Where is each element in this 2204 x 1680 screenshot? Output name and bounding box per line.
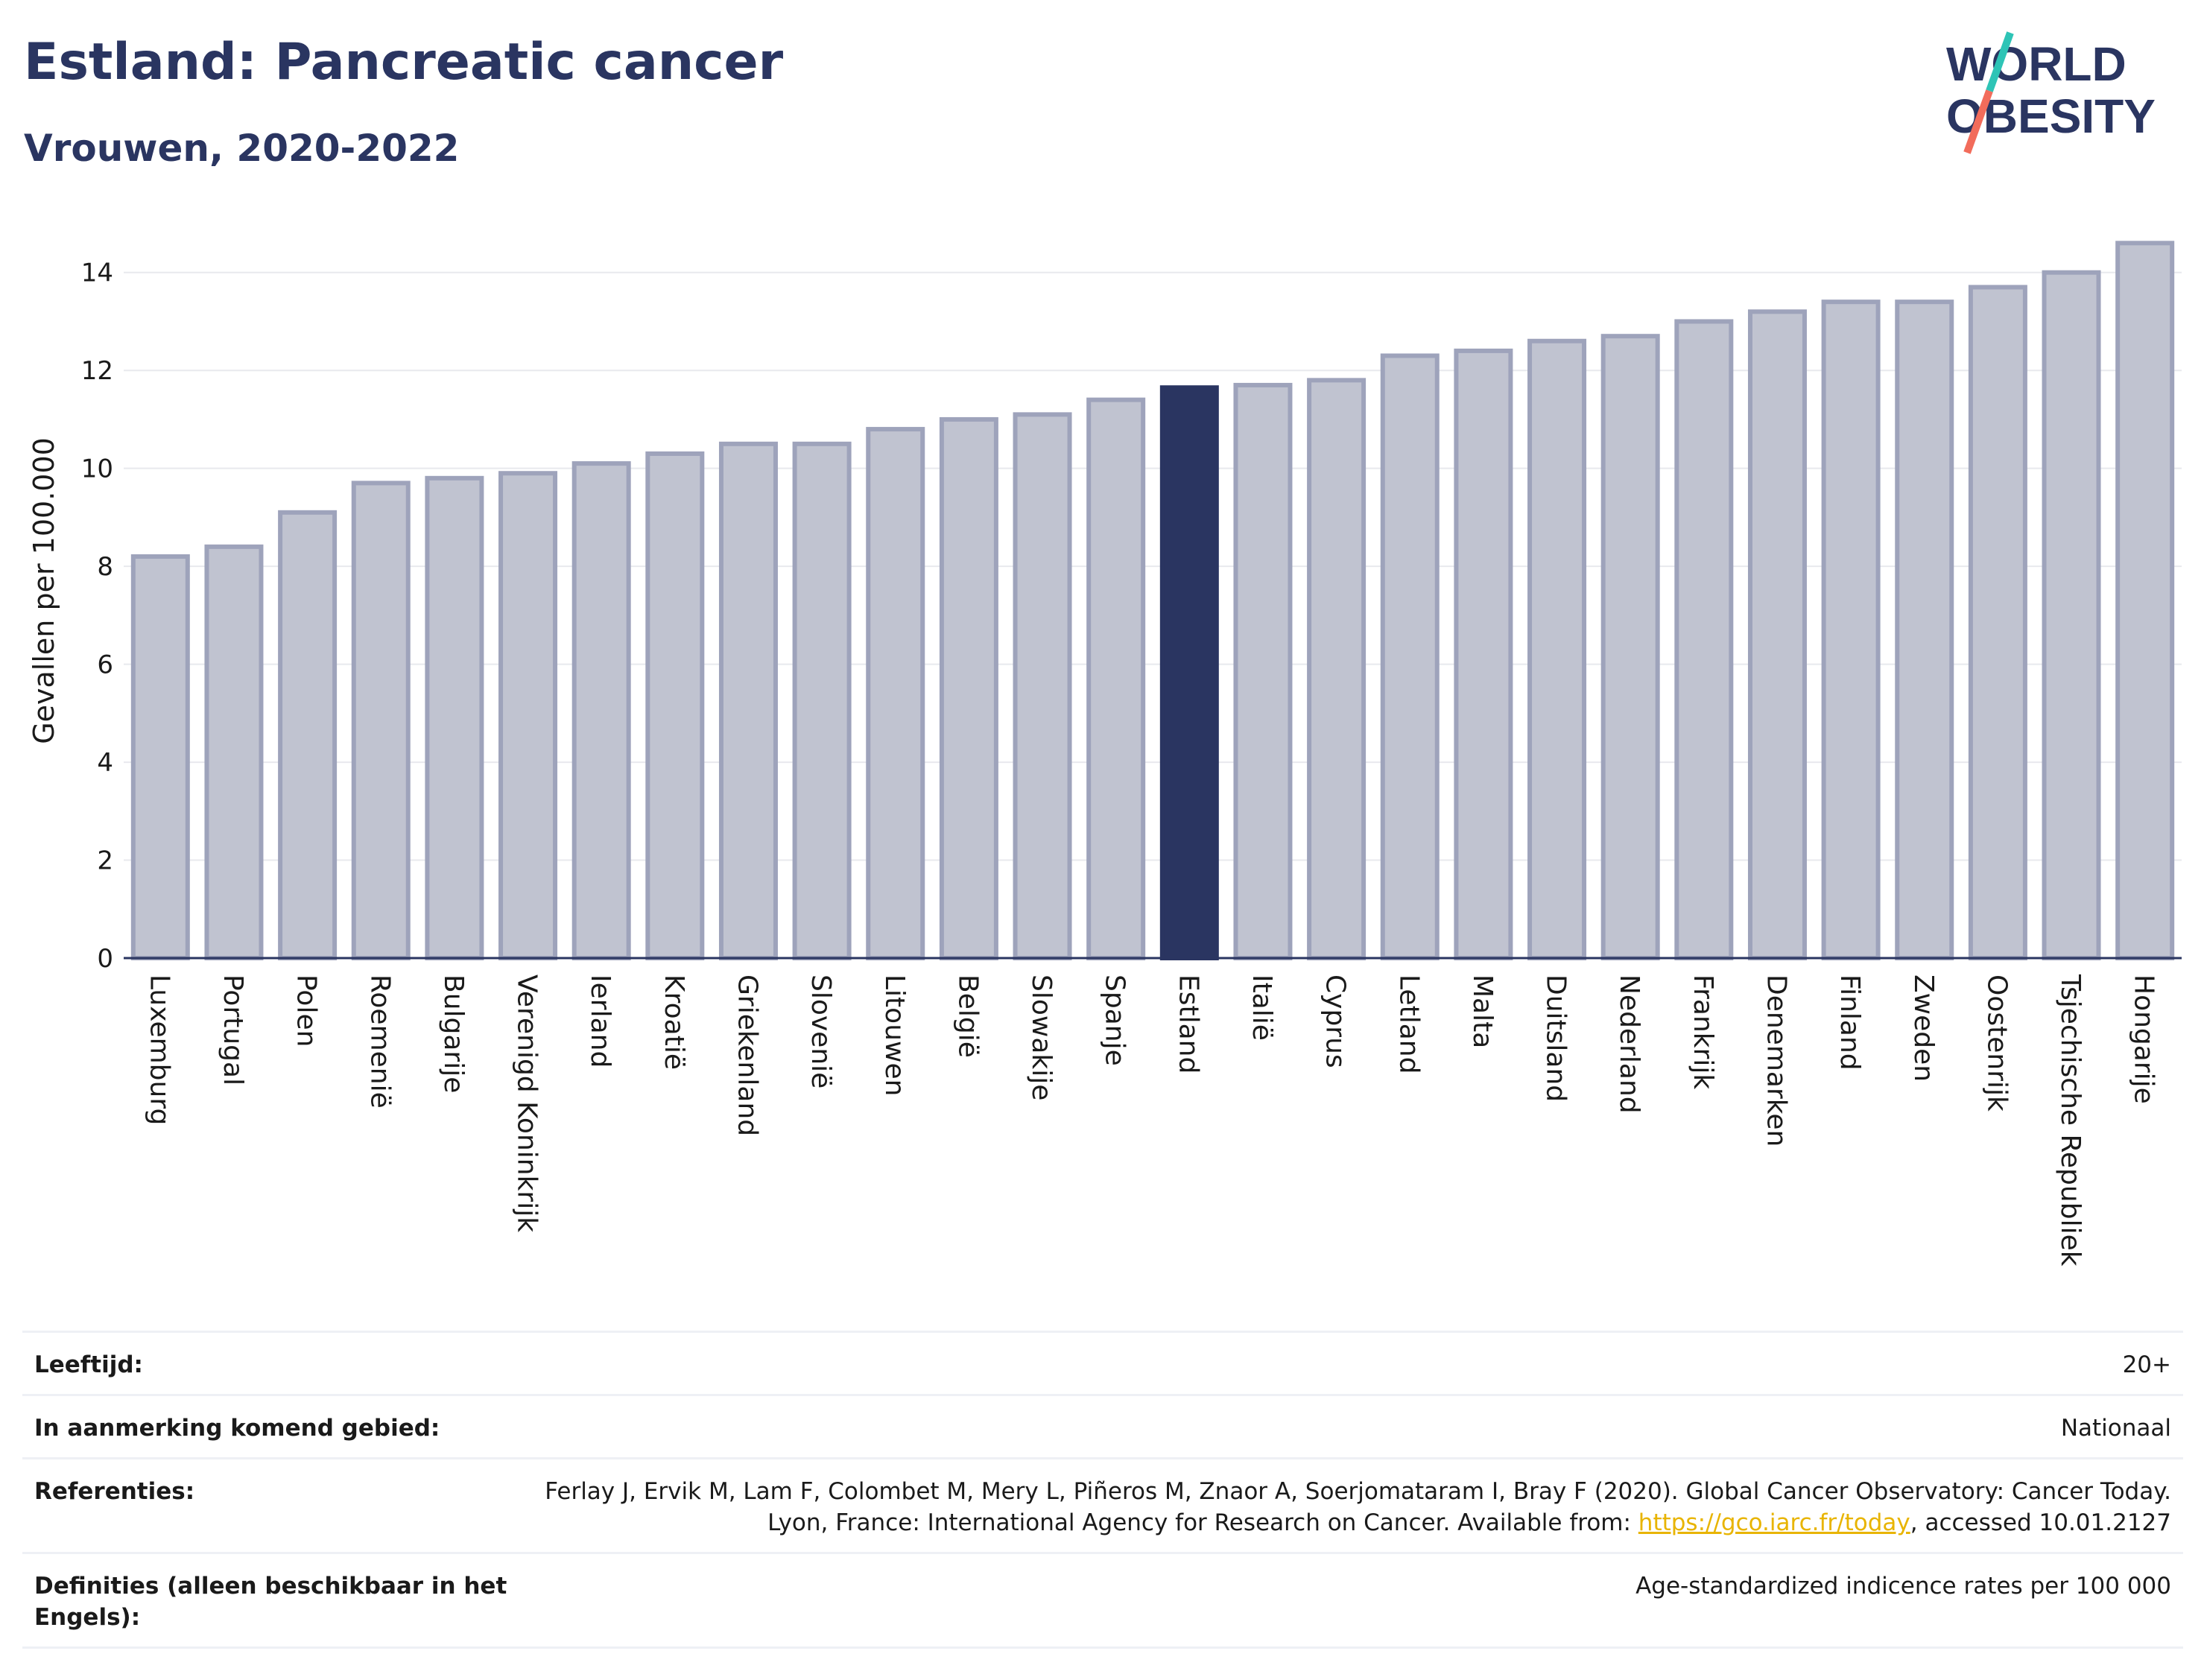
x-tick-label: Ierland xyxy=(585,974,615,1068)
x-tick-label: Duitsland xyxy=(1541,974,1571,1102)
info-value: 20+ xyxy=(2122,1351,2171,1378)
x-tick-label: Griekenland xyxy=(732,974,762,1136)
bar xyxy=(1895,299,1954,960)
chart-title: Estland: Pancreatic cancer xyxy=(24,33,784,92)
bar xyxy=(425,475,484,960)
bar xyxy=(1600,334,1660,961)
x-tick-label: Kroatië xyxy=(659,974,689,1070)
x-tick-label: Zweden xyxy=(1908,974,1939,1082)
x-tick-label: Tsjechische Republiek xyxy=(2055,974,2086,1267)
bar xyxy=(1159,385,1219,960)
bar xyxy=(1674,319,1734,960)
y-tick-label: 12 xyxy=(81,356,113,386)
x-tick-label: Luxemburg xyxy=(144,974,174,1125)
logo-line1: WORLD xyxy=(1946,37,2127,91)
x-tick-label: Oostenrijk xyxy=(1981,974,2012,1112)
bar xyxy=(130,554,190,960)
x-tick-label: Polen xyxy=(291,974,322,1047)
bar xyxy=(792,441,852,960)
x-tick-label: België xyxy=(952,974,983,1058)
x-tick-label: Malta xyxy=(1467,974,1498,1048)
bar xyxy=(571,461,631,960)
bar xyxy=(351,481,411,960)
info-label: Leeftijd: xyxy=(34,1351,143,1378)
bar xyxy=(1307,378,1367,960)
info-label: In aanmerking komend gebied: xyxy=(34,1415,440,1442)
info-label: Referenties: xyxy=(34,1478,195,1505)
info-label: Definities (alleen beschikbaar in het En… xyxy=(34,1573,507,1631)
bar xyxy=(278,510,338,960)
bar xyxy=(866,427,925,960)
logo-slash-coral xyxy=(1963,89,1993,154)
bar xyxy=(2042,270,2101,960)
x-tick-label: Denemarken xyxy=(1761,974,1791,1147)
x-tick-label: Hongarije xyxy=(2129,974,2159,1104)
x-tick-label: Bulgarije xyxy=(438,974,469,1093)
bar xyxy=(1013,412,1072,960)
bar xyxy=(1086,397,1146,960)
x-tick-label: Roemenië xyxy=(364,974,395,1109)
bar xyxy=(1454,348,1513,960)
bar xyxy=(1380,353,1440,961)
info-row-references: Referenties: Ferlay J, Ervik M, Lam F, C… xyxy=(22,1457,2183,1552)
info-row-definitions: Definities (alleen beschikbaar in het En… xyxy=(22,1552,2183,1649)
info-table: Leeftijd: 20+ In aanmerking komend gebie… xyxy=(22,1331,2183,1649)
bar xyxy=(1968,285,2027,961)
y-tick-label: 10 xyxy=(81,454,113,484)
bar xyxy=(2115,241,2175,960)
y-tick-label: 4 xyxy=(97,748,113,778)
info-value: Ferlay J, Ervik M, Lam F, Colombet M, Me… xyxy=(532,1476,2171,1538)
x-tick-label: Slowakije xyxy=(1026,974,1057,1100)
x-tick-label: Slovenië xyxy=(805,974,836,1088)
x-tick-label: Portugal xyxy=(218,974,248,1085)
x-tick-label: Frankrijk xyxy=(1688,974,1718,1089)
bar xyxy=(1527,338,1587,960)
bar xyxy=(1233,382,1293,960)
x-tick-label: Cyprus xyxy=(1320,974,1351,1068)
info-value: Nationaal xyxy=(2060,1415,2171,1442)
reference-link[interactable]: https://gco.iarc.fr/today xyxy=(1638,1509,1910,1536)
x-tick-label: Estland xyxy=(1173,974,1203,1074)
y-tick-label: 6 xyxy=(97,650,113,680)
logo-slash-teal xyxy=(1986,31,2014,92)
world-obesity-logo: WORLD OBESITY xyxy=(1946,31,2156,154)
info-value: Age-standardized indicence rates per 100… xyxy=(1635,1573,2171,1600)
x-tick-label: Verenigd Koninkrijk xyxy=(512,974,542,1232)
info-row-area: In aanmerking komend gebied: Nationaal xyxy=(22,1394,2183,1457)
bar xyxy=(1747,309,1807,960)
bar xyxy=(718,441,778,960)
bar xyxy=(204,544,264,960)
x-tick-label: Italië xyxy=(1247,974,1277,1041)
reference-accessed: , accessed 10.01.2127 xyxy=(1910,1509,2171,1536)
bar xyxy=(645,451,705,960)
x-tick-label: Letland xyxy=(1393,974,1424,1074)
info-row-age: Leeftijd: 20+ xyxy=(22,1331,2183,1394)
y-tick-label: 14 xyxy=(81,259,113,288)
x-tick-label: Finland xyxy=(1834,974,1865,1071)
x-tick-label: Litouwen xyxy=(879,974,910,1096)
x-tick-label: Spanje xyxy=(1100,974,1130,1066)
bar-chart: 0 2 4 6 8 10 12 14 Gevallen per 100.000 Luxemburg… xyxy=(28,241,2182,1267)
bar xyxy=(939,416,998,960)
y-tick-label: 8 xyxy=(97,552,113,582)
y-axis-label: Gevallen per 100.000 xyxy=(28,437,60,744)
chart-subtitle: Vrouwen, 2020-2022 xyxy=(24,127,460,170)
reference-text: Ferlay J, Ervik M, Lam F, Colombet M, Me… xyxy=(545,1478,2171,1536)
bar xyxy=(498,471,558,960)
x-tick-label: Nederland xyxy=(1614,974,1644,1114)
bar xyxy=(1821,299,1881,960)
y-tick-label: 0 xyxy=(97,944,113,974)
y-tick-label: 2 xyxy=(97,846,113,876)
